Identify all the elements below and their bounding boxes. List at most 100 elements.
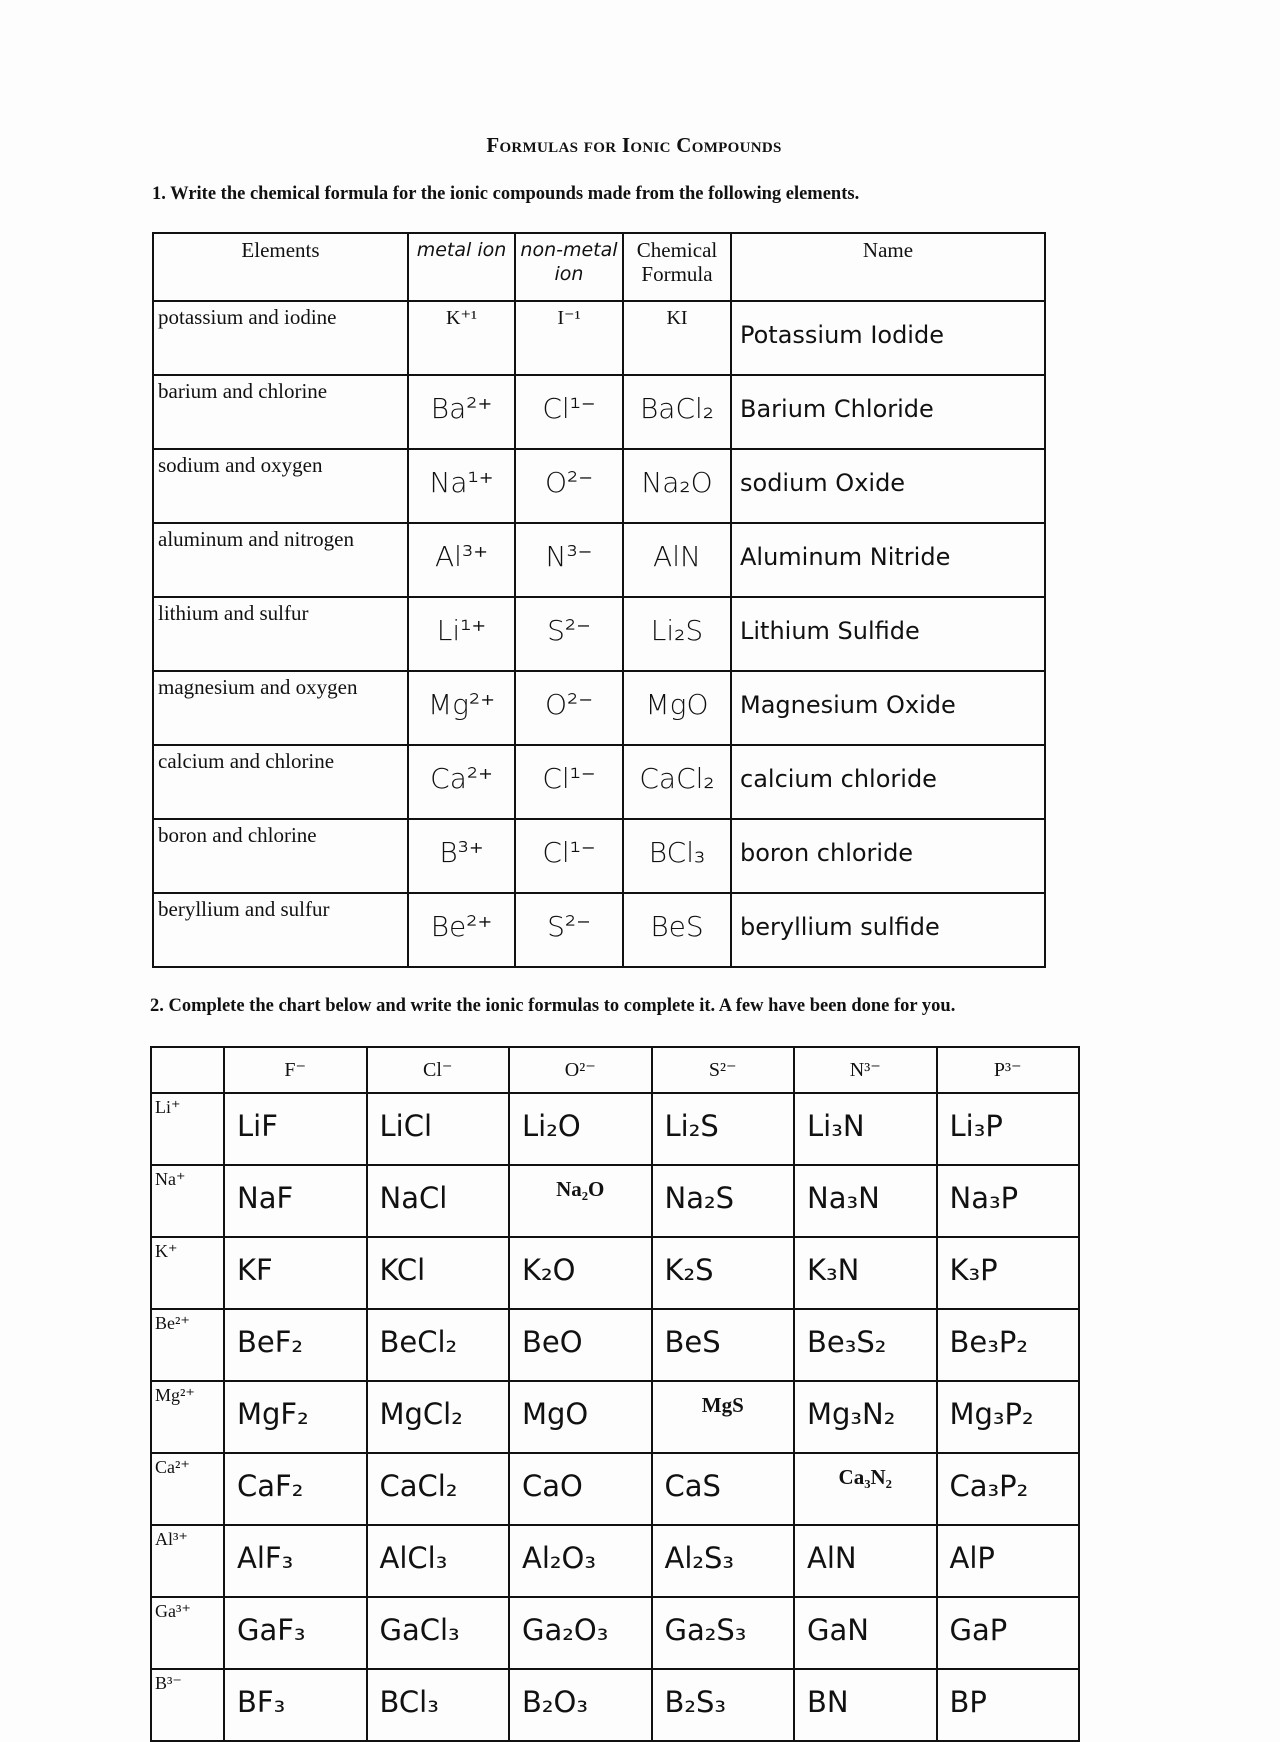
formula-cell: B₂O₃	[508, 1668, 653, 1742]
row-header-cation: Be²⁺	[150, 1308, 225, 1382]
elements-cell: beryllium and sulfur	[152, 892, 409, 968]
question-2: 2. Complete the chart below and write th…	[150, 996, 956, 1016]
row-header-cation: Ga³⁺	[150, 1596, 225, 1670]
elements-cell: lithium and sulfur	[152, 596, 409, 672]
formula-cell: Al₂S₃	[650, 1524, 795, 1598]
formula-cell: Be₃P₂	[935, 1308, 1080, 1382]
column-header-anion: N³⁻	[793, 1046, 938, 1094]
formula-cell: Na₃P	[935, 1164, 1080, 1238]
row-header-cation: Al³⁺	[150, 1524, 225, 1598]
name-cell: Lithium Sulfide	[730, 596, 1046, 672]
column-header-anion: O²⁻	[508, 1046, 653, 1094]
nonmetal-cell: Cl¹⁻	[514, 818, 624, 894]
metal-cell: Al³⁺	[407, 522, 516, 598]
column-header-anion: F⁻	[223, 1046, 368, 1094]
nonmetal-cell: N³⁻	[514, 522, 624, 598]
formula-cell: LiCl	[365, 1092, 510, 1166]
formula-cell: BCl₃	[365, 1668, 510, 1742]
formula-cell: BeO	[508, 1308, 653, 1382]
metal-cell: B³⁺	[407, 818, 516, 894]
formula-cell: Mg₃N₂	[793, 1380, 938, 1454]
header-cell: Elements	[152, 232, 409, 302]
formula-cell: K₂S	[650, 1236, 795, 1310]
formula-cell: Li₂O	[508, 1092, 653, 1166]
formula-cell: K₂O	[508, 1236, 653, 1310]
nonmetal-cell: I⁻¹	[514, 300, 624, 376]
formula-cell: GaF₃	[223, 1596, 368, 1670]
formula-cell: MgO	[622, 670, 732, 746]
table-row: sodium and oxygen Na¹⁺ O²⁻ Na₂O sodium Oxide	[152, 448, 1046, 524]
elements-cell: aluminum and nitrogen	[152, 522, 409, 598]
page-title: Formulas for Ionic Compounds	[486, 133, 782, 157]
formula-cell: BeS	[622, 892, 732, 968]
metal-cell: Ca²⁺	[407, 744, 516, 820]
name-cell: sodium Oxide	[730, 448, 1046, 524]
elements-cell: barium and chlorine	[152, 374, 409, 450]
formula-cell: Na₂O	[508, 1164, 653, 1238]
ionic-formula-chart: F⁻ Cl⁻ O²⁻ S²⁻ N³⁻ P³⁻ Li⁺ LiF LiCl Li₂O Li₂S Li₃N…	[150, 1046, 1080, 1742]
formula-cell: Li₂S	[650, 1092, 795, 1166]
formula-cell: GaN	[793, 1596, 938, 1670]
elements-cell: calcium and chlorine	[152, 744, 409, 820]
table-row: lithium and sulfur Li¹⁺ S²⁻ Li₂S Lithium Sul…	[152, 596, 1046, 672]
metal-cell: Mg²⁺	[407, 670, 516, 746]
row-header-cation: Li⁺	[150, 1092, 225, 1166]
formula-cell: AlP	[935, 1524, 1080, 1598]
formula-cell: CaCl₂	[622, 744, 732, 820]
formula-cell: Na₃N	[793, 1164, 938, 1238]
formula-cell: BN	[793, 1668, 938, 1742]
formula-cell: AlN	[622, 522, 732, 598]
formula-cell: Li₃P	[935, 1092, 1080, 1166]
name-cell: beryllium sulfide	[730, 892, 1046, 968]
metal-cell: K⁺¹	[407, 300, 516, 376]
formula-cell: BCl₃	[622, 818, 732, 894]
name-cell: boron chloride	[730, 818, 1046, 894]
nonmetal-cell: S²⁻	[514, 596, 624, 672]
formula-cell: CaS	[650, 1452, 795, 1526]
table-row: Na⁺ NaF NaCl Na₂O Na₂S Na₃N Na₃P	[150, 1164, 1080, 1238]
header-cell: Chemical Formula	[622, 232, 732, 302]
formula-cell: Na₂S	[650, 1164, 795, 1238]
formula-cell: MgS	[650, 1380, 795, 1454]
row-header-cation: Na⁺	[150, 1164, 225, 1238]
question-1: 1. Write the chemical formula for the io…	[152, 184, 860, 204]
formula-cell: K₃P	[935, 1236, 1080, 1310]
formula-cell: Li₃N	[793, 1092, 938, 1166]
column-header-anion: S²⁻	[650, 1046, 795, 1094]
formula-cell: CaF₂	[223, 1452, 368, 1526]
name-cell: calcium chloride	[730, 744, 1046, 820]
formula-cell: GaCl₃	[365, 1596, 510, 1670]
header-cell: non-metal ion	[514, 232, 624, 302]
table-row: aluminum and nitrogen Al³⁺ N³⁻ AlN Aluminum …	[152, 522, 1046, 598]
table-row: K⁺ KF KCl K₂O K₂S K₃N K₃P	[150, 1236, 1080, 1310]
formula-cell: K₃N	[793, 1236, 938, 1310]
header-row: Elements metal ion non-metal ion Chemical F…	[152, 232, 1046, 302]
formula-cell: Ga₂S₃	[650, 1596, 795, 1670]
table-row: magnesium and oxygen Mg²⁺ O²⁻ MgO Magnesium …	[152, 670, 1046, 746]
formula-cell: Ca₃N₂	[793, 1452, 938, 1526]
formula-cell: NaF	[223, 1164, 368, 1238]
elements-cell: boron and chlorine	[152, 818, 409, 894]
formula-cell: B₂S₃	[650, 1668, 795, 1742]
nonmetal-cell: O²⁻	[514, 670, 624, 746]
table-row: calcium and chlorine Ca²⁺ Cl¹⁻ CaCl₂ calcium…	[152, 744, 1046, 820]
elements-cell: magnesium and oxygen	[152, 670, 409, 746]
formula-cell: Al₂O₃	[508, 1524, 653, 1598]
formula-cell: KI	[622, 300, 732, 376]
name-cell: Aluminum Nitride	[730, 522, 1046, 598]
formula-cell: BeS	[650, 1308, 795, 1382]
metal-cell: Li¹⁺	[407, 596, 516, 672]
metal-cell: Na¹⁺	[407, 448, 516, 524]
header-row: F⁻ Cl⁻ O²⁻ S²⁻ N³⁻ P³⁻	[150, 1046, 1080, 1094]
formula-cell: MgCl₂	[365, 1380, 510, 1454]
row-header-cation: Mg²⁺	[150, 1380, 225, 1454]
formula-cell: Be₃S₂	[793, 1308, 938, 1382]
formula-cell: Li₂S	[622, 596, 732, 672]
header-cell: metal ion	[407, 232, 516, 302]
formula-cell: KF	[223, 1236, 368, 1310]
elements-cell: potassium and iodine	[152, 300, 409, 376]
formula-cell: GaP	[935, 1596, 1080, 1670]
table-row: Be²⁺ BeF₂ BeCl₂ BeO BeS Be₃S₂ Be₃P₂	[150, 1308, 1080, 1382]
formula-cell: LiF	[223, 1092, 368, 1166]
column-header-anion: Cl⁻	[365, 1046, 510, 1094]
